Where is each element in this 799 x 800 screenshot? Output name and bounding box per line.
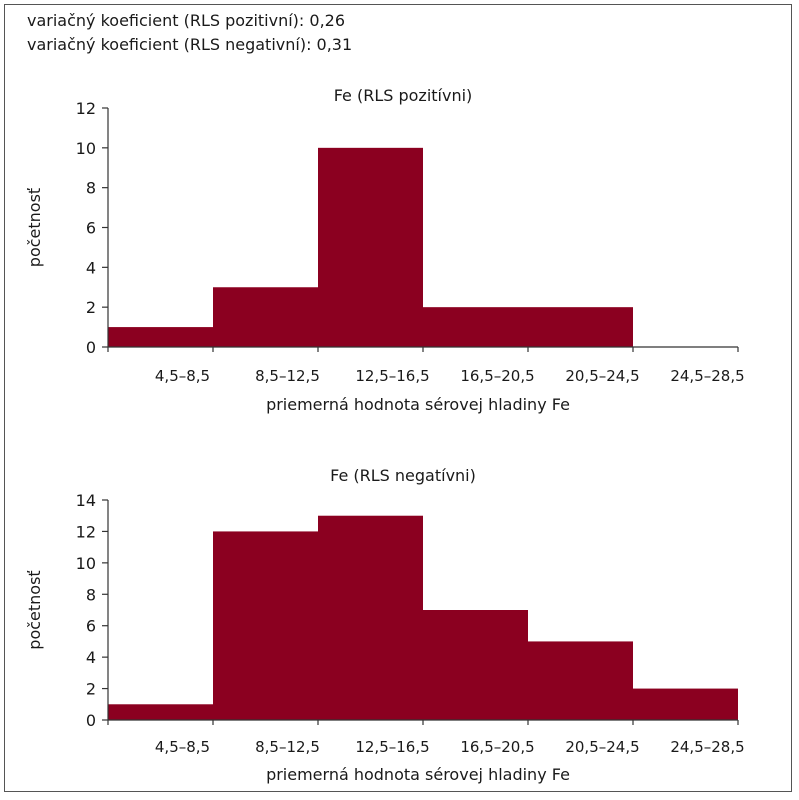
x-tick-label: 20,5–24,5 [565,367,639,385]
y-tick-label: 2 [86,298,96,317]
x-tick-label: 16,5–20,5 [460,367,534,385]
histogram-bar [633,688,738,720]
y-tick-label: 6 [86,617,96,636]
histogram-bar [423,610,528,720]
y-tick-label: 10 [76,554,96,573]
histogram-bar [213,287,318,347]
y-tick-label: 10 [76,139,96,158]
variation-coefficient-positive: variačný koeficient (RLS pozitivní): 0,2… [27,11,346,30]
x-tick-label: 8,5–12,5 [255,367,320,385]
chart-title: Fe (RLS pozitívni) [334,86,473,105]
chart-title: Fe (RLS negatívni) [330,466,476,485]
y-tick-label: 14 [76,491,96,510]
y-tick-label: 6 [86,219,96,238]
y-axis-label: početnosť [25,570,44,649]
histogram-bar [108,327,213,347]
histogram-bar [318,147,423,347]
variation-coefficient-negative: variačný koeficient (RLS negativní): 0,3… [27,35,353,54]
y-tick-label: 2 [86,680,96,699]
x-tick-label: 12,5–16,5 [355,738,429,756]
histogram-bar [528,641,633,720]
y-tick-label: 8 [86,585,96,604]
x-tick-label: 16,5–20,5 [460,738,534,756]
x-tick-label: 4,5–8,5 [155,367,210,385]
histogram-bar [318,515,423,720]
y-tick-label: 0 [86,338,96,357]
y-tick-label: 4 [86,258,96,277]
x-tick-label: 8,5–12,5 [255,738,320,756]
histogram-bar [213,531,318,720]
y-axis-label: početnosť [25,188,44,267]
histogram-bar [528,307,633,347]
y-tick-label: 12 [76,99,96,118]
x-tick-label: 24,5–28,5 [670,738,744,756]
histogram-bar [423,307,528,347]
y-tick-label: 4 [86,648,96,667]
x-axis-label: priemerná hodnota sérovej hladiny Fe [266,395,570,414]
x-axis-label: priemerná hodnota sérovej hladiny Fe [266,765,570,784]
y-tick-label: 12 [76,522,96,541]
y-tick-label: 0 [86,711,96,730]
y-tick-label: 8 [86,179,96,198]
x-tick-label: 24,5–28,5 [670,367,744,385]
x-tick-label: 12,5–16,5 [355,367,429,385]
x-tick-label: 20,5–24,5 [565,738,639,756]
x-tick-label: 4,5–8,5 [155,738,210,756]
histogram-bar [108,704,213,720]
